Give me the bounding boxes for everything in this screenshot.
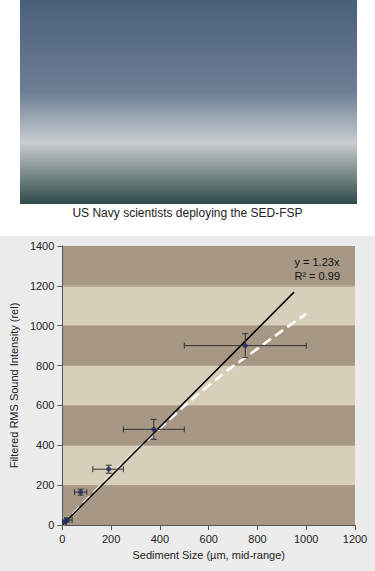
svg-text:1000: 1000 (294, 533, 318, 545)
svg-text:y = 1.23x: y = 1.23x (294, 256, 339, 268)
svg-text:Filtered RMS Sound Intensity (: Filtered RMS Sound Intensity (rel) (8, 303, 20, 469)
svg-text:1400: 1400 (30, 240, 54, 252)
svg-text:R² = 0.99: R² = 0.99 (294, 270, 340, 282)
svg-text:600: 600 (200, 533, 218, 545)
svg-text:400: 400 (151, 533, 169, 545)
svg-text:0: 0 (59, 533, 65, 545)
svg-text:1200: 1200 (343, 533, 367, 545)
svg-text:1200: 1200 (30, 280, 54, 292)
svg-text:Sediment Size (µm, mid-range): Sediment Size (µm, mid-range) (132, 549, 284, 561)
svg-text:1000: 1000 (30, 320, 54, 332)
svg-text:0: 0 (48, 519, 54, 531)
svg-text:400: 400 (36, 439, 54, 451)
svg-text:200: 200 (102, 533, 120, 545)
html-text:US Navy scientists deploying t: US Navy scientists deploying the SED-FSP (72, 206, 303, 220)
svg-text:200: 200 (36, 479, 54, 491)
svg-text:800: 800 (248, 533, 266, 545)
svg-text:800: 800 (36, 360, 54, 372)
svg-text:600: 600 (36, 399, 54, 411)
